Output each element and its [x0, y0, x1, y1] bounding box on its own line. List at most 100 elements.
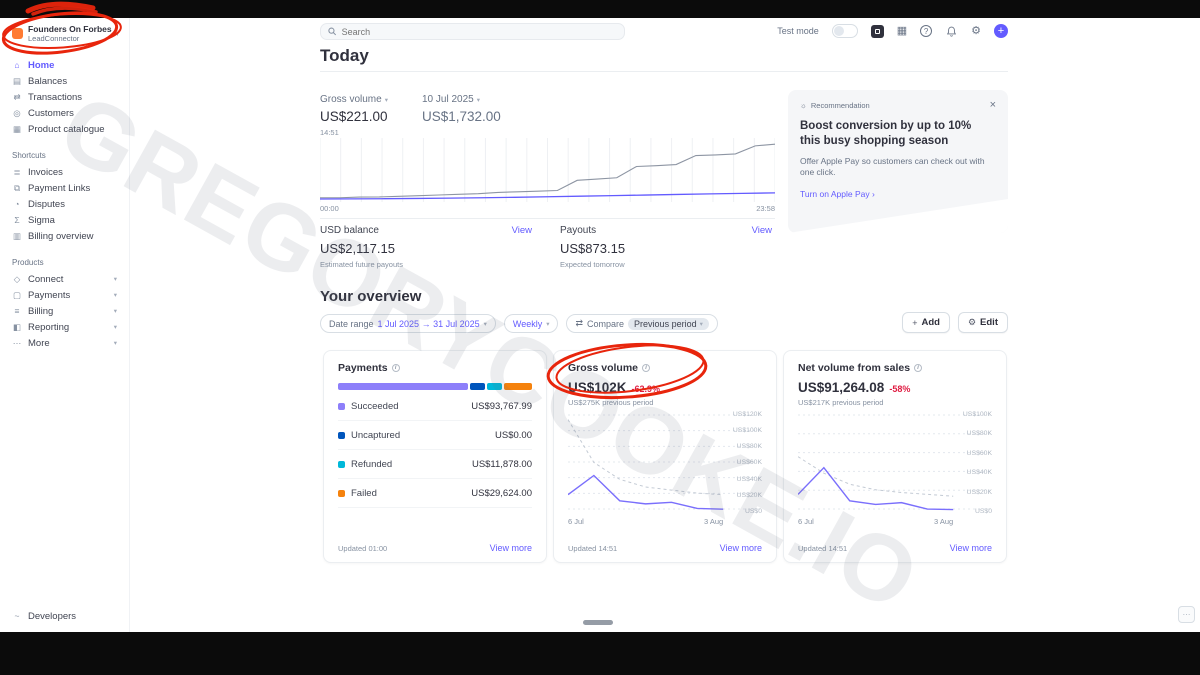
shortcuts-section-label: Shortcuts: [12, 151, 46, 160]
payments-row-succeeded[interactable]: Succeeded US$93,767.99: [338, 392, 532, 421]
today-volume-chart: [319, 138, 776, 202]
sidebar-item-billing[interactable]: ≡ Billing ▾: [0, 303, 129, 319]
sidebar-item-disputes[interactable]: ◔ Disputes: [0, 196, 129, 212]
reporting-icon: ◧: [12, 321, 22, 332]
settings-gear-icon[interactable]: ⚙: [971, 24, 981, 37]
uncaptured-dot: [338, 431, 345, 439]
failed-dot: [338, 489, 345, 497]
info-icon[interactable]: i: [914, 364, 923, 372]
overview-filters: Date range 1 Jul 2025 → 31 Jul 2025 ▾ We…: [320, 314, 718, 333]
toggle-knob: [833, 26, 844, 36]
view-more-link[interactable]: View more: [719, 543, 762, 553]
net-volume-amount: US$91,264.08: [798, 380, 885, 395]
chevron-down-icon: ▾: [113, 340, 117, 347]
disputes-icon: ◔: [14, 199, 20, 209]
usd-balance-view-link[interactable]: View: [511, 225, 532, 236]
compare-date-selector[interactable]: 10 Jul 2025 ▾: [422, 94, 501, 105]
sidebar-main-nav: ⌂ Home ▤ Balances ⇄ Transactions ◎ Custo…: [0, 57, 129, 351]
payouts-view-link[interactable]: View: [751, 225, 772, 236]
view-more-link[interactable]: View more: [949, 543, 992, 553]
edit-label: Edit: [980, 317, 998, 328]
payments-row-refunded[interactable]: Refunded US$11,878.00: [338, 450, 532, 479]
sidebar-item-more[interactable]: ⋯ More ▾: [0, 335, 129, 351]
add-button[interactable]: + Add: [902, 312, 950, 333]
interval-value: Weekly: [512, 318, 543, 329]
chevron-down-icon: ▾: [384, 96, 388, 104]
sidebar-item-transactions[interactable]: ⇄ Transactions: [0, 89, 129, 105]
sidebar-item-label: Invoices: [28, 166, 63, 178]
sidebar-item-payments[interactable]: ▢ Payments ▾: [0, 287, 129, 303]
sidebar-item-reporting[interactable]: ◧ Reporting ▾: [0, 319, 129, 335]
gross-volume-selector[interactable]: Gross volume ▾: [320, 94, 388, 105]
sidebar-item-payment-links[interactable]: ⧉ Payment Links: [0, 180, 129, 196]
test-mode-toggle[interactable]: [831, 24, 858, 38]
y-axis-labels: US$100K US$80K US$60K US$40K US$20K US$0: [962, 411, 992, 515]
edit-button[interactable]: ⚙ Edit: [957, 312, 1008, 333]
sidebar-item-label: Connect: [28, 273, 64, 285]
sidebar: Founders On Forbes LeadConnector ▾ ⌂ Hom…: [0, 18, 130, 632]
more-icon: ⋯: [12, 337, 22, 348]
sidebar-item-label: Billing overview: [28, 230, 94, 242]
page-title-today: Today: [320, 46, 369, 65]
sandbox-icon[interactable]: [870, 24, 884, 38]
row-value: US$93,767.99: [471, 400, 532, 412]
sidebar-item-balances[interactable]: ▤ Balances: [0, 73, 129, 89]
gross-volume-chart: US$120K US$100K US$80K US$60K US$40K US$…: [567, 411, 762, 526]
payouts-subtext: Expected tomorrow: [560, 260, 625, 269]
search-input[interactable]: [341, 26, 617, 37]
sidebar-item-developers[interactable]: ~ Developers: [0, 608, 129, 624]
info-icon[interactable]: i: [642, 364, 651, 372]
bar-segment-uncaptured: [469, 383, 485, 390]
interval-filter[interactable]: Weekly ▾: [503, 314, 559, 333]
net-volume-previous: US$217K previous period: [798, 398, 884, 407]
x-axis-labels: 6 Jul 3 Aug: [568, 517, 724, 526]
billing-icon: ≡: [14, 306, 20, 316]
account-name: Founders On Forbes: [28, 24, 112, 34]
compare-filter[interactable]: ⇄ Compare Previous period ▾: [566, 314, 718, 333]
bar-segment-succeeded: [338, 383, 468, 390]
turn-on-apple-pay-link[interactable]: Turn on Apple Pay ›: [800, 188, 875, 199]
date-range-filter[interactable]: Date range 1 Jul 2025 → 31 Jul 2025 ▾: [320, 314, 496, 333]
usd-balance-subtext: Estimated future payouts: [320, 260, 403, 269]
connect-icon: ◇: [13, 273, 21, 284]
account-switcher[interactable]: Founders On Forbes LeadConnector ▾: [0, 18, 129, 47]
chat-widget-icon[interactable]: ⋯: [1178, 606, 1195, 623]
compare-period-chip[interactable]: Previous period ▾: [628, 317, 709, 330]
sidebar-item-sigma[interactable]: Σ Sigma: [0, 212, 129, 228]
chevron-down-icon: ▾: [113, 324, 117, 331]
net-volume-card-title: Net volume from sales: [798, 362, 911, 374]
products-section-label: Products: [12, 258, 44, 267]
sidebar-item-label: Product catalogue: [28, 123, 105, 135]
plus-icon: +: [912, 317, 918, 328]
sidebar-item-label: Payment Links: [28, 182, 91, 194]
gross-volume-card-title: Gross volume: [568, 362, 639, 374]
sidebar-item-home[interactable]: ⌂ Home: [0, 57, 129, 73]
chevron-down-icon: ▾: [113, 308, 117, 315]
recommendation-body: Offer Apple Pay so customers can check o…: [800, 155, 985, 178]
payments-row-uncaptured[interactable]: Uncaptured US$0.00: [338, 421, 532, 450]
apps-grid-icon[interactable]: ▦: [896, 24, 908, 37]
create-plus-button[interactable]: +: [994, 24, 1008, 38]
sidebar-item-billing-overview[interactable]: ▥ Billing overview: [0, 228, 129, 244]
notifications-bell-icon[interactable]: [945, 25, 958, 38]
sidebar-item-product-catalogue[interactable]: ▦ Product catalogue: [0, 121, 129, 137]
close-icon[interactable]: ×: [989, 99, 996, 111]
sidebar-item-invoices[interactable]: ≣ Invoices: [0, 164, 129, 180]
search-bar[interactable]: [320, 23, 625, 40]
net-volume-chart: US$100K US$80K US$60K US$40K US$20K US$0…: [797, 411, 992, 526]
net-volume-card: Net volume from sales i US$91,264.08 -58…: [783, 350, 1007, 563]
card-decoration: [788, 199, 1008, 233]
view-more-link[interactable]: View more: [489, 543, 532, 553]
sidebar-item-customers[interactable]: ◎ Customers: [0, 105, 129, 121]
sidebar-item-label: Billing: [28, 305, 54, 317]
payments-row-failed[interactable]: Failed US$29,624.00: [338, 479, 532, 508]
info-icon[interactable]: i: [391, 364, 400, 372]
row-value: US$0.00: [495, 429, 532, 441]
sidebar-item-label: Developers: [28, 610, 77, 622]
sidebar-item-connect[interactable]: ◇ Connect ▾: [0, 271, 129, 287]
account-logo: [12, 28, 23, 39]
succeeded-dot: [338, 402, 345, 410]
help-icon[interactable]: ?: [920, 25, 933, 37]
payouts-value: US$873.15: [560, 241, 626, 256]
horizontal-scrollbar-thumb[interactable]: [583, 620, 613, 625]
